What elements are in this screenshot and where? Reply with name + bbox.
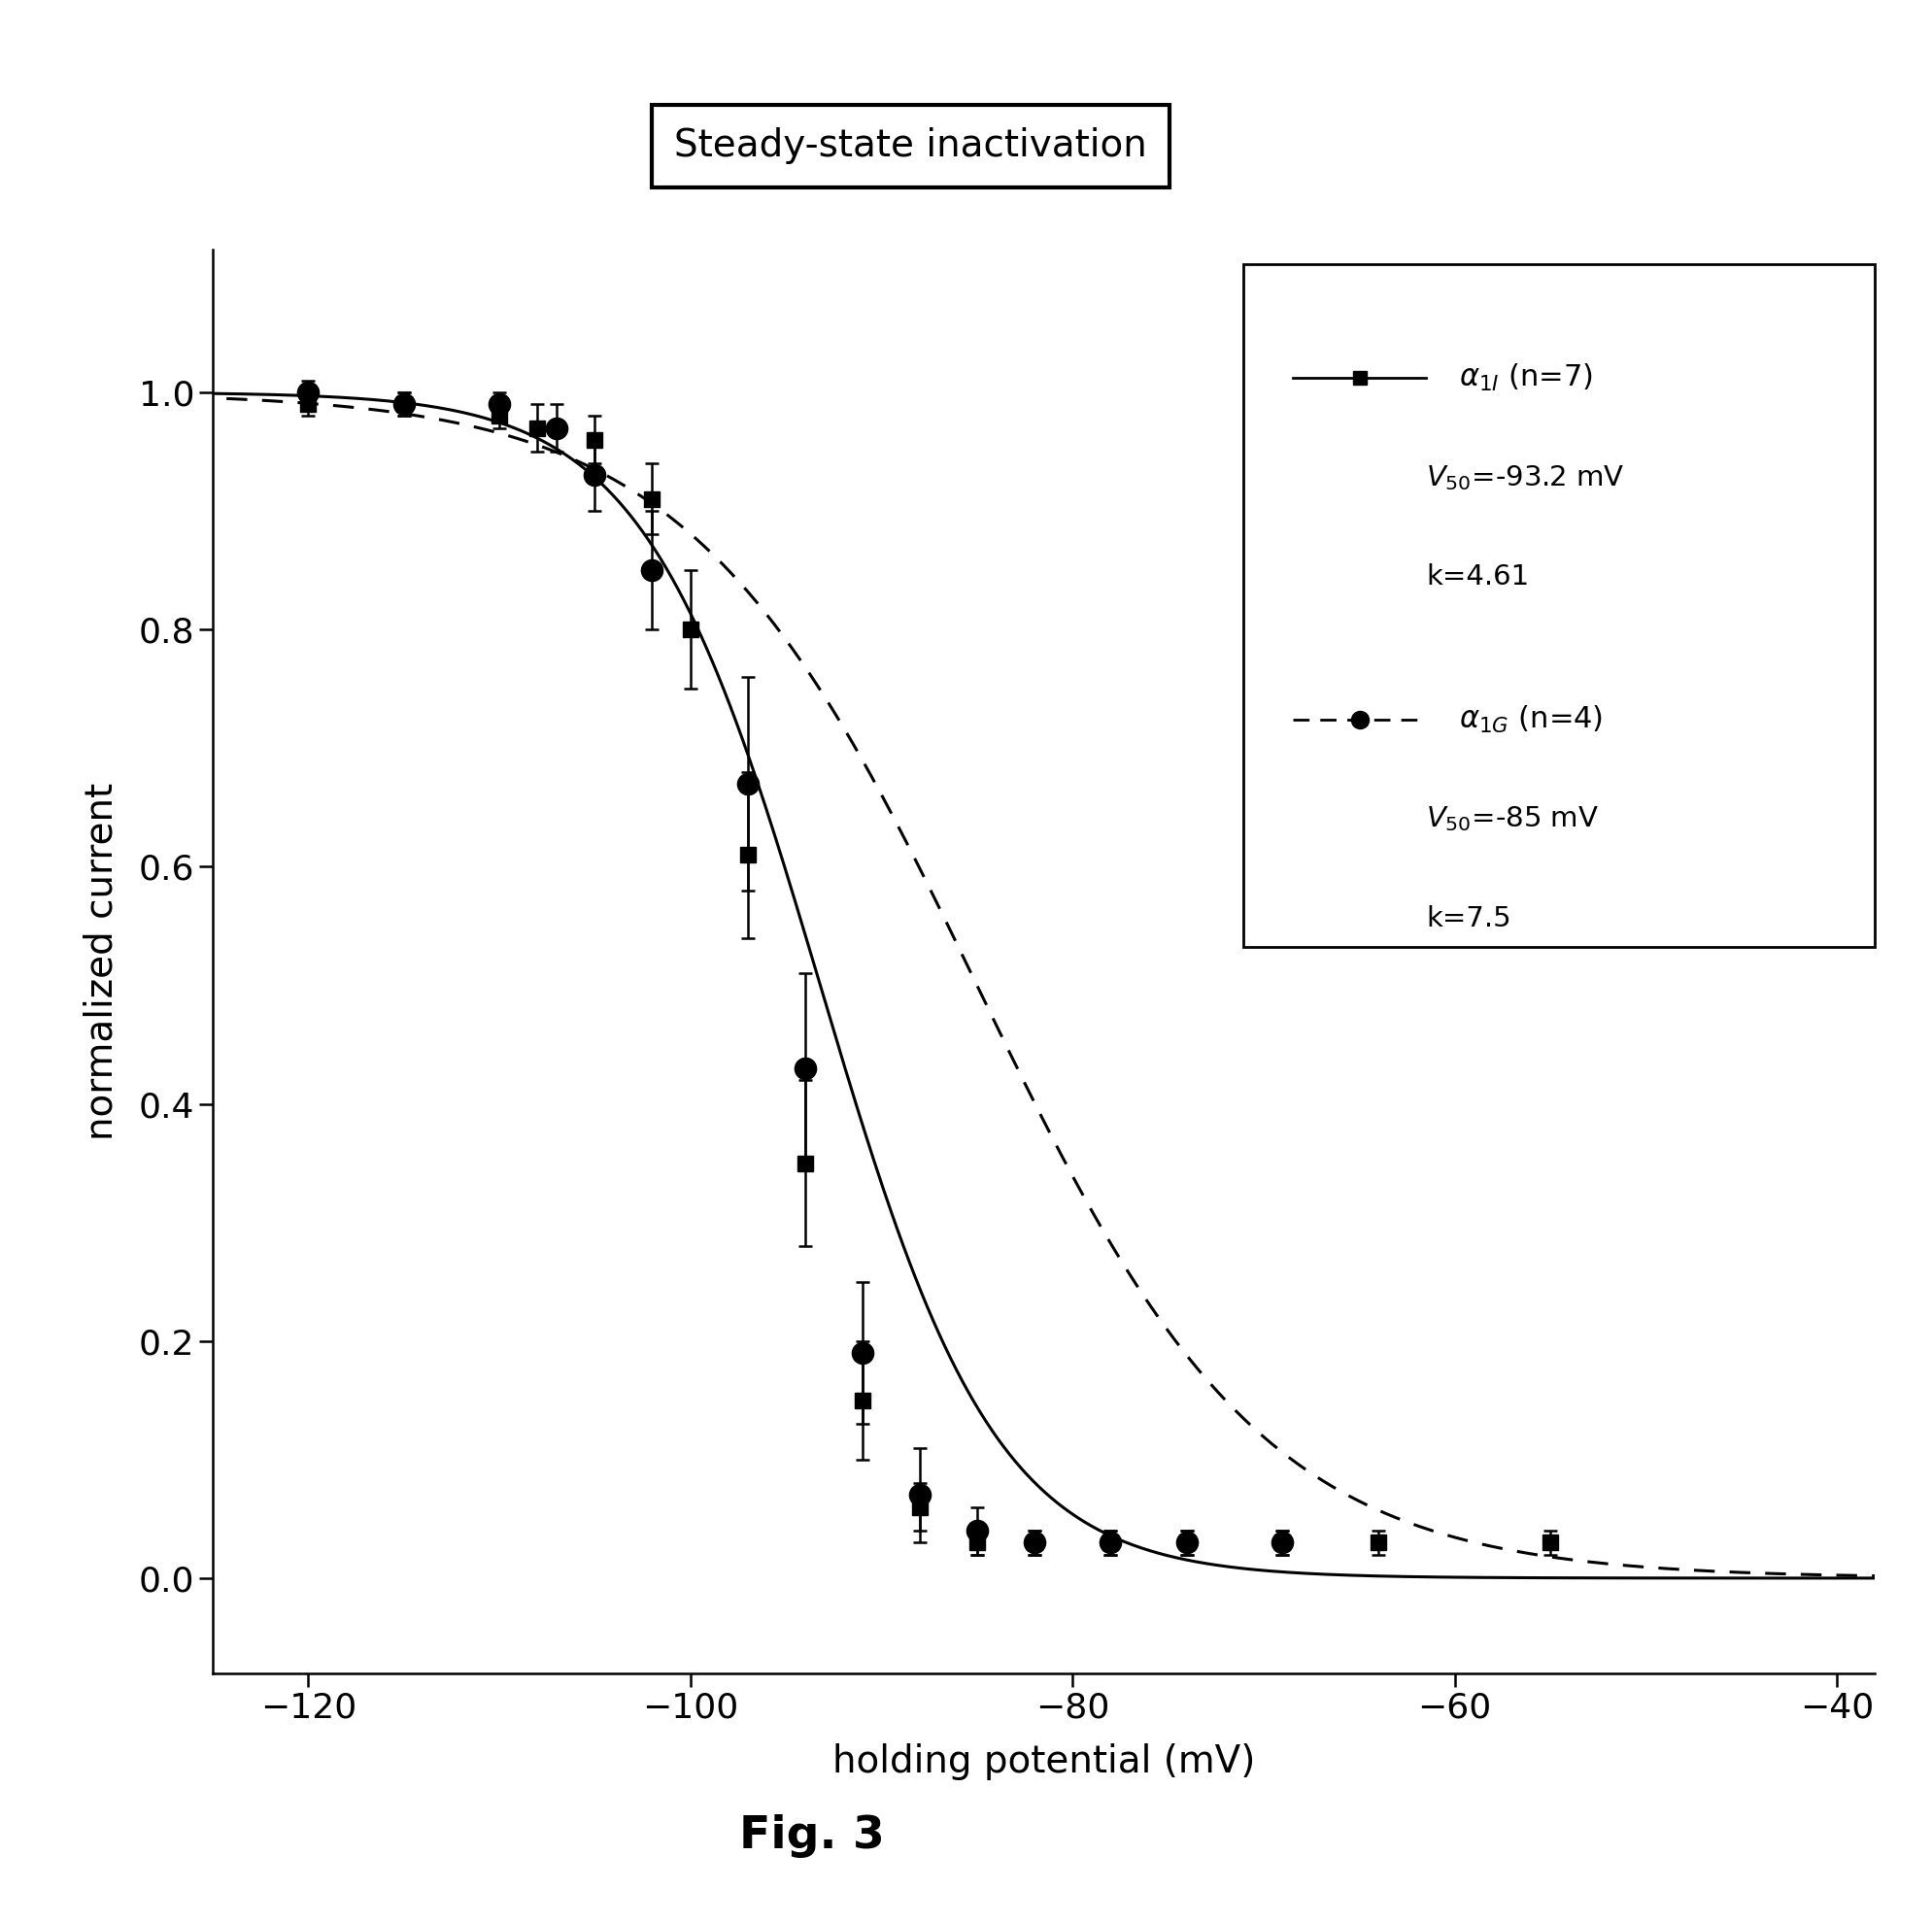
Text: $V_{50}$=-85 mV: $V_{50}$=-85 mV (1426, 804, 1598, 835)
Text: Steady-state inactivation: Steady-state inactivation (674, 127, 1146, 165)
Text: $\alpha_{1G}$ (n=4): $\alpha_{1G}$ (n=4) (1459, 704, 1602, 735)
Text: $\alpha_{1I}$ (n=7): $\alpha_{1I}$ (n=7) (1459, 362, 1592, 394)
Text: Fig. 3: Fig. 3 (738, 1815, 885, 1858)
FancyBboxPatch shape (1242, 263, 1874, 948)
X-axis label: holding potential (mV): holding potential (mV) (833, 1742, 1254, 1781)
Y-axis label: normalized current: normalized current (83, 783, 120, 1140)
Text: k=7.5: k=7.5 (1426, 906, 1511, 933)
Text: k=4.61: k=4.61 (1426, 563, 1528, 590)
Text: $V_{50}$=-93.2 mV: $V_{50}$=-93.2 mV (1426, 463, 1623, 492)
